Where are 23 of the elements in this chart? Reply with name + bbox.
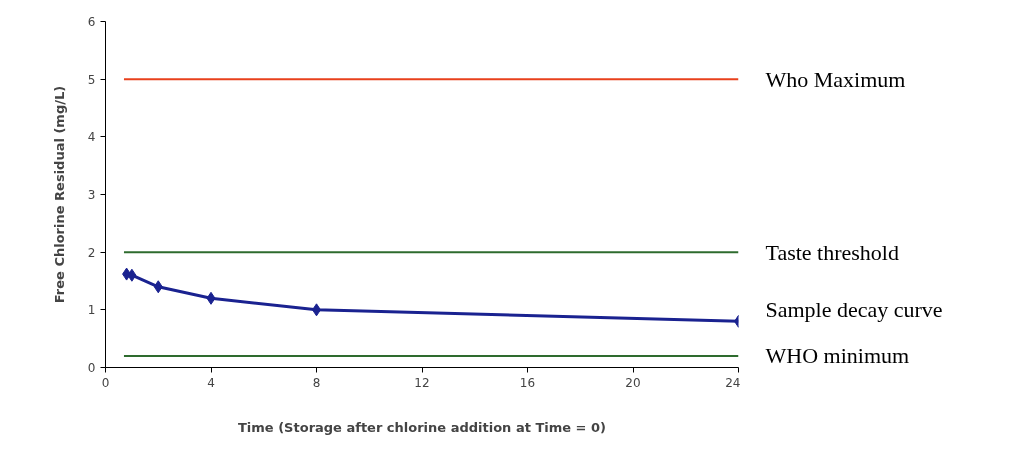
x-axis-title: Time (Storage after chlorine addition at Time = 0)	[237, 419, 607, 435]
series-label: Who Maximum	[765, 66, 906, 92]
x-tick-label: 0	[101, 375, 110, 390]
series-label: Taste threshold	[765, 239, 899, 265]
series-label: Sample decay curve	[765, 297, 943, 323]
y-tick-label: 5	[87, 72, 96, 87]
y-tick-label: 2	[87, 245, 96, 260]
y-tick-label: 1	[87, 303, 96, 318]
x-tick-label: 8	[312, 375, 321, 390]
y-tick-label: 4	[87, 130, 96, 145]
x-tick-label: 24	[725, 375, 741, 390]
y-tick-label: 0	[87, 361, 96, 375]
y-tick-label: 6	[87, 15, 96, 29]
point	[127, 268, 137, 282]
y-axis-title: Free Chlorine Residual (mg/L)	[51, 85, 67, 304]
x-tick-label: 20	[625, 375, 641, 390]
x-tick-label: 12	[414, 375, 430, 390]
x-tick-label: 4	[207, 375, 215, 390]
y-tick-label: 3	[87, 188, 96, 202]
point	[206, 291, 216, 305]
series-label: WHO minimum	[765, 343, 910, 369]
point	[153, 280, 163, 294]
x-tick-label: 16	[519, 375, 536, 390]
